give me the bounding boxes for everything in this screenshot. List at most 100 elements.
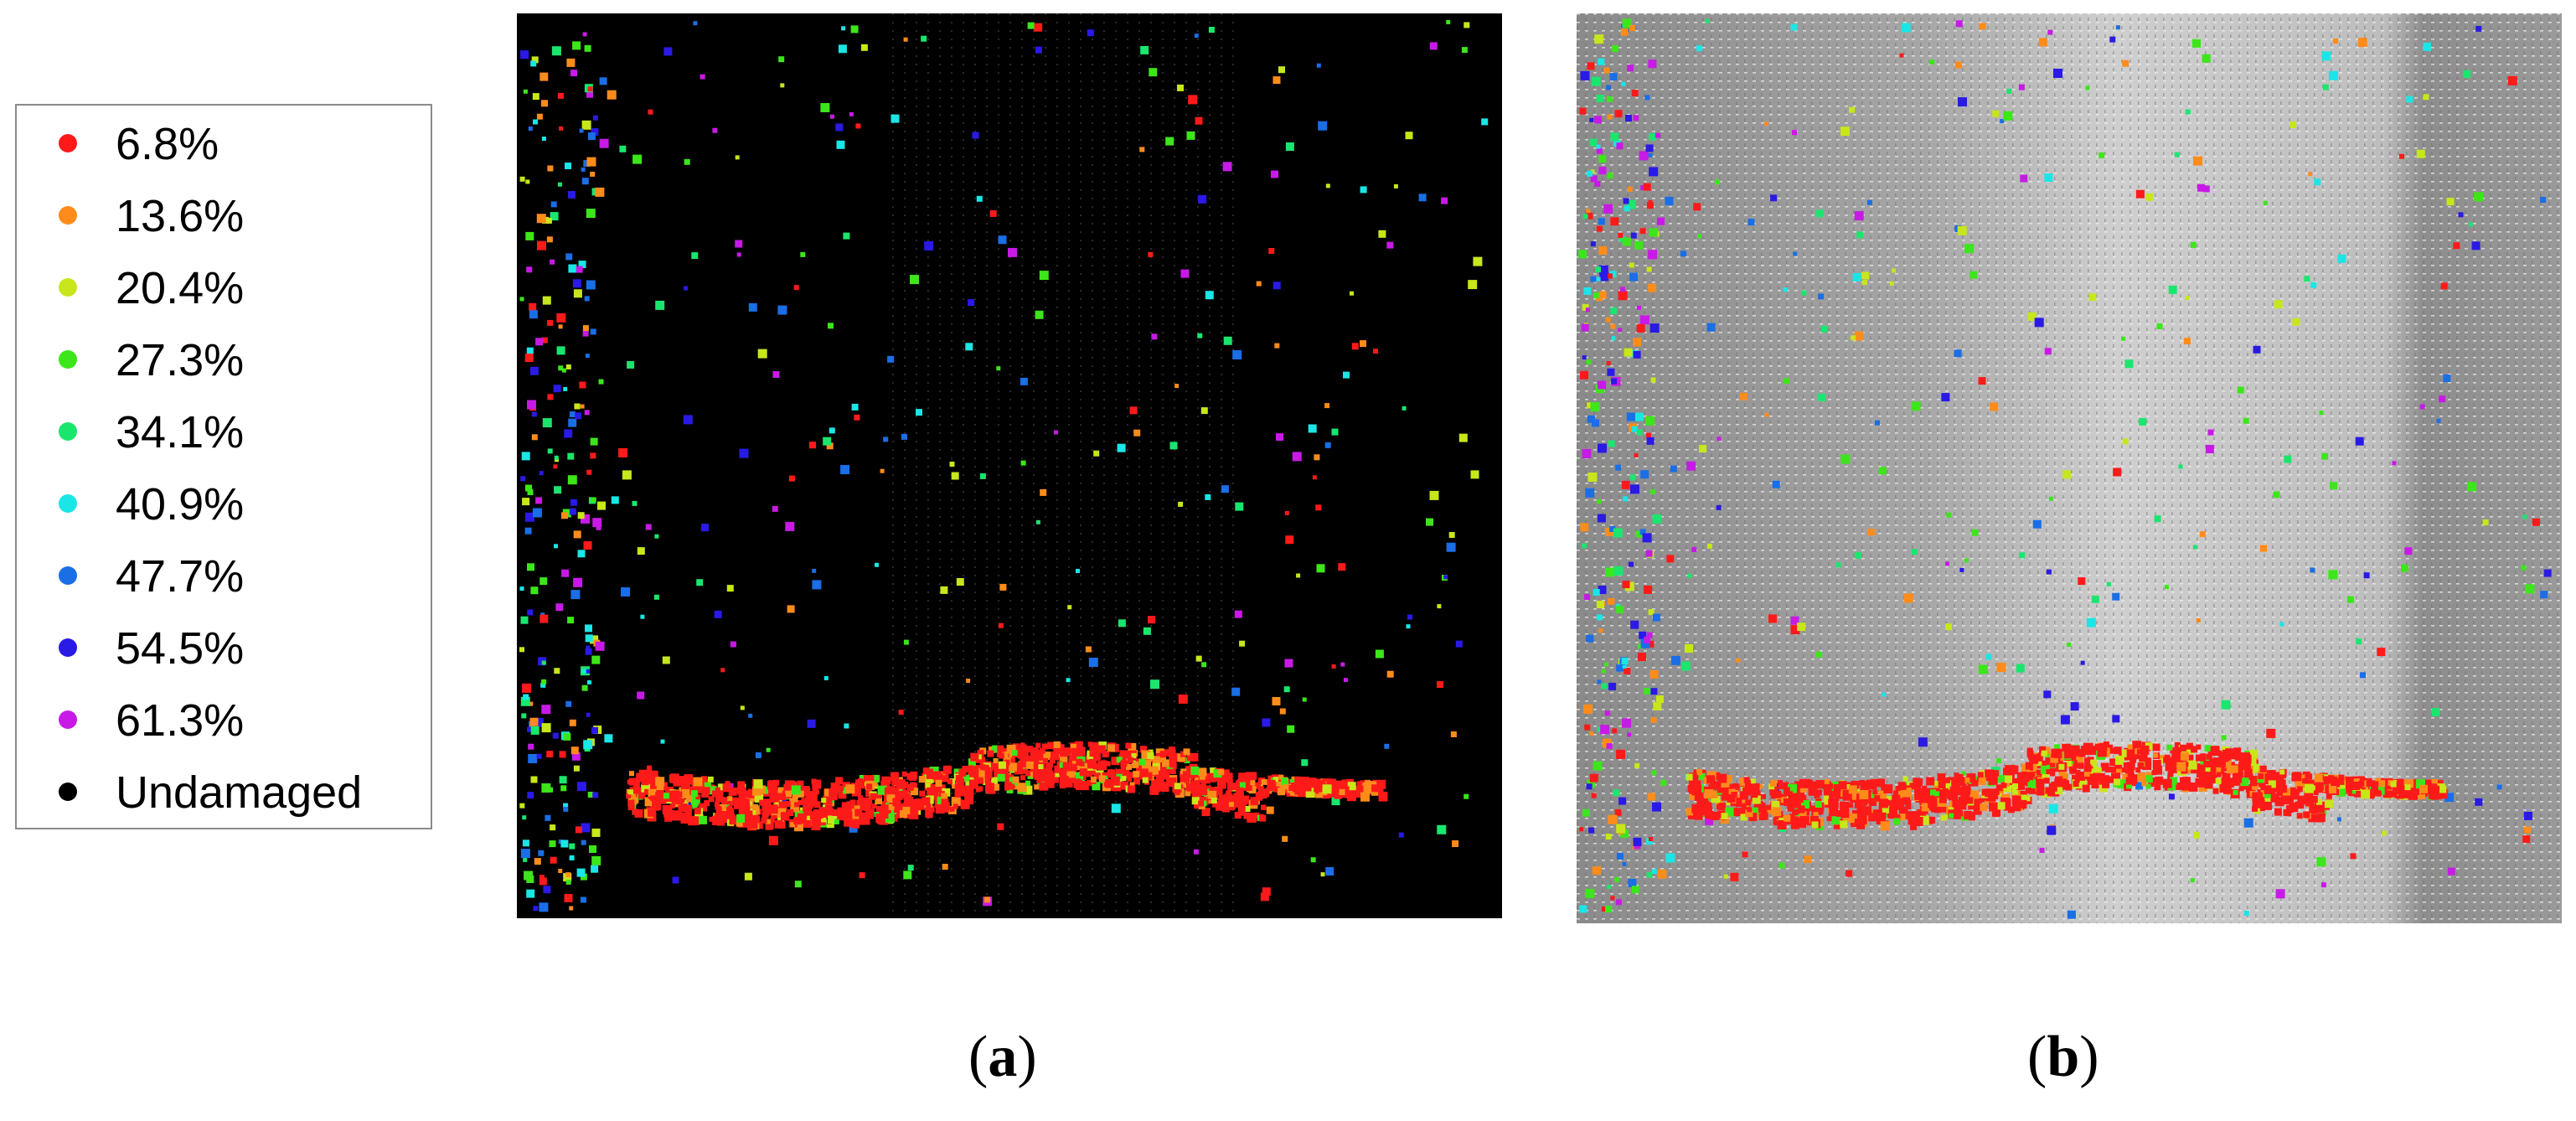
- damage-point: [1670, 465, 1677, 473]
- crack-point: [1180, 782, 1186, 788]
- damage-point: [999, 583, 1007, 591]
- damage-point: [2121, 336, 2126, 341]
- damage-point: [1611, 336, 1616, 341]
- damage-point: [1790, 625, 1800, 635]
- crack-point: [1092, 782, 1101, 791]
- crack-point: [676, 791, 683, 798]
- damage-point: [1610, 323, 1616, 329]
- damage-point: [526, 876, 534, 883]
- damage-point: [1129, 406, 1138, 415]
- damage-point: [2221, 735, 2227, 741]
- damage-point: [1790, 616, 1799, 625]
- crack-point: [2036, 769, 2042, 776]
- crack-point: [2010, 766, 2019, 775]
- caption-paren-open: (: [968, 1025, 989, 1089]
- damage-point: [1642, 533, 1652, 543]
- crack-point: [974, 773, 981, 780]
- damage-point: [1616, 749, 1625, 759]
- crack-point: [896, 813, 901, 819]
- crack-point: [2264, 787, 2271, 794]
- crack-point: [1294, 787, 1303, 795]
- damage-point: [1607, 885, 1612, 889]
- damage-point: [1623, 198, 1629, 204]
- damage-point: [577, 512, 585, 519]
- damage-point: [2112, 592, 2120, 601]
- crack-point: [2205, 772, 2215, 782]
- crack-point: [2289, 787, 2296, 793]
- crack-point: [900, 791, 906, 796]
- crack-point: [1831, 788, 1840, 797]
- damage-point: [1644, 687, 1651, 695]
- damage-point: [1867, 529, 1875, 536]
- damage-point: [1398, 832, 1404, 838]
- crack-point: [665, 809, 674, 819]
- damage-point: [1583, 287, 1592, 295]
- crack-point: [1902, 776, 1908, 782]
- damage-point: [526, 347, 534, 354]
- damage-point: [849, 824, 858, 833]
- crack-point: [790, 822, 796, 828]
- damage-point: [569, 411, 576, 417]
- damage-point: [1634, 762, 1640, 768]
- damage-point: [598, 379, 604, 385]
- crack-point: [649, 789, 656, 796]
- damage-point: [1402, 406, 1407, 411]
- damage-point: [1205, 493, 1211, 500]
- crack-point: [1022, 768, 1028, 774]
- damage-point: [546, 751, 554, 757]
- crack-point: [1281, 777, 1288, 785]
- crack-point: [2308, 814, 2317, 823]
- damage-point: [924, 241, 934, 251]
- damage-point: [1586, 634, 1594, 643]
- crack-point: [1687, 784, 1696, 793]
- crack-point: [1800, 795, 1807, 802]
- damage-point: [541, 783, 551, 793]
- damage-point: [596, 524, 601, 530]
- crack-point: [708, 796, 715, 803]
- damage-point: [1296, 573, 1301, 578]
- crack-point: [644, 788, 651, 795]
- crack-point: [2141, 781, 2147, 787]
- damage-point: [691, 252, 699, 260]
- crack-point: [2198, 783, 2207, 792]
- crack-point: [2249, 778, 2258, 787]
- damage-point: [1840, 454, 1851, 464]
- damage-point: [2060, 715, 2070, 725]
- damage-point: [1918, 737, 1928, 747]
- damage-point: [1458, 433, 1468, 442]
- crack-point: [1794, 817, 1804, 826]
- damage-point: [529, 310, 538, 319]
- crack-point: [1789, 800, 1797, 808]
- crack-point: [1829, 794, 1835, 800]
- damage-point: [569, 906, 574, 911]
- damage-point: [592, 115, 598, 121]
- crack-point: [1025, 770, 1031, 777]
- crack-point: [630, 779, 637, 786]
- crack-point: [2228, 752, 2236, 760]
- damage-point: [1287, 725, 1295, 733]
- crack-point: [941, 798, 949, 807]
- damage-point: [1446, 19, 1451, 24]
- crack-point: [651, 783, 657, 789]
- crack-point: [892, 787, 899, 794]
- crack-point: [1847, 803, 1853, 808]
- crack-point: [2028, 787, 2036, 794]
- crack-point: [1105, 779, 1114, 788]
- damage-point: [586, 645, 591, 650]
- damage-point: [1651, 869, 1657, 875]
- crack-point: [2244, 768, 2253, 777]
- damage-point: [1778, 862, 1785, 869]
- crack-point: [1200, 780, 1206, 786]
- crack-point: [1957, 810, 1964, 817]
- crack-point: [1234, 812, 1242, 819]
- crack-point: [2249, 749, 2258, 758]
- crack-point: [1223, 773, 1231, 781]
- damage-point: [573, 765, 580, 772]
- damage-point: [555, 603, 564, 612]
- crack-point: [2227, 777, 2235, 786]
- damage-point: [541, 137, 546, 141]
- crack-point: [2083, 773, 2090, 781]
- crack-point: [1743, 777, 1750, 783]
- crack-point: [1250, 780, 1256, 786]
- damage-point: [567, 452, 575, 460]
